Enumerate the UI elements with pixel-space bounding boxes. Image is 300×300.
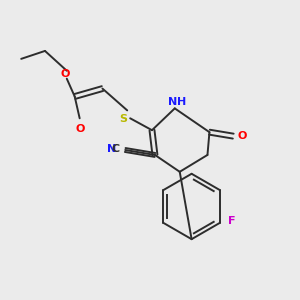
Text: O: O: [76, 124, 85, 134]
Text: N: N: [168, 97, 177, 106]
Text: N: N: [107, 144, 116, 154]
Text: S: S: [119, 114, 127, 124]
Text: C: C: [111, 144, 119, 154]
Text: O: O: [60, 69, 70, 79]
Text: O: O: [237, 131, 247, 141]
Text: F: F: [228, 216, 236, 226]
Text: H: H: [177, 97, 186, 106]
